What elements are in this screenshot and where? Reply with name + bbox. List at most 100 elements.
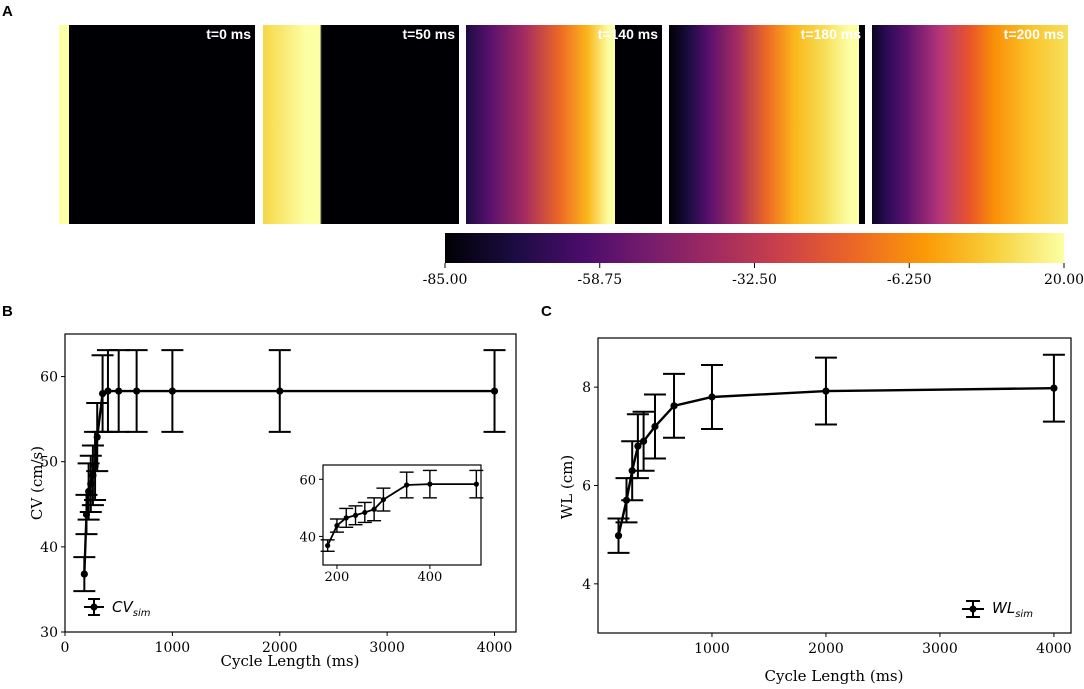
wl-y-label: WL (cm): [558, 455, 576, 519]
wl-legend: WLsim: [962, 599, 1033, 620]
cv-inset-ytick-label: 60: [299, 473, 316, 488]
wl-point: [1050, 384, 1058, 392]
snapshot-2: [466, 25, 662, 224]
cv-legend-label: CVsim: [112, 598, 151, 619]
cv-point: [91, 462, 99, 470]
cv-point: [93, 433, 101, 441]
cv-point: [104, 387, 112, 395]
cv-inset-xtick-label: 200: [325, 570, 350, 585]
cv-inset-marks: [320, 469, 484, 552]
cv-inset-point: [427, 481, 433, 487]
wl-point: [628, 467, 636, 475]
colorbar-tick-label: -6.250: [887, 272, 932, 288]
colorbar-tick-label: -58.75: [577, 272, 622, 288]
panel-a-letter: A: [2, 3, 13, 20]
cv-point: [87, 480, 95, 488]
cv-chart-ticks: 0 1000 2000 3000 4000 30 40 50 60: [40, 370, 512, 656]
cv-inset-point: [334, 522, 340, 529]
wl-point: [822, 387, 830, 395]
cv-ytick-label: 60: [40, 370, 58, 386]
cv-legend-marker: [90, 603, 98, 611]
wl-xtick-label: 2000: [808, 641, 844, 657]
cv-y-label: CV (cm/s): [28, 446, 46, 520]
wl-ytick-label: 8: [582, 380, 591, 396]
cv-point: [80, 570, 88, 578]
cv-point: [276, 387, 284, 395]
colorbar-tick-label: -85.00: [423, 272, 468, 288]
snapshot-label-2: t=140 ms: [598, 26, 659, 42]
panel-b-letter: B: [2, 303, 13, 320]
cv-inset-point: [371, 506, 377, 512]
snapshot-label-0: t=0 ms: [206, 26, 251, 42]
wl-point: [639, 437, 648, 445]
colorbar-ticks: -85.00 -58.75 -32.50 -6.250 20.00: [423, 263, 1084, 288]
wl-chart-ticks: 1000 2000 3000 4000 4 6 8: [582, 380, 1072, 657]
wl-xtick-label: 4000: [1036, 641, 1072, 657]
wl-point: [622, 496, 631, 504]
cv-inset-chart: 200 400 40 60: [299, 464, 484, 585]
snapshot-label-4: t=200 ms: [1004, 26, 1065, 42]
wl-legend-marker: [969, 605, 977, 613]
wl-xtick-label: 3000: [922, 641, 958, 657]
cv-inset-point: [362, 509, 368, 516]
cv-inset-point: [325, 542, 331, 549]
wl-legend-label: WLsim: [992, 599, 1033, 620]
cv-point: [115, 387, 123, 395]
cv-point: [133, 387, 141, 395]
snapshot-3: [669, 25, 865, 224]
cv-chart-frame: [64, 333, 517, 633]
cv-legend: CVsim: [84, 598, 151, 619]
cv-ytick-label: 50: [40, 455, 58, 471]
wl-point: [708, 393, 716, 401]
cv-inset-point: [404, 482, 410, 488]
cv-point: [85, 487, 93, 496]
cv-xtick-label: 1000: [155, 640, 191, 656]
wl-point: [651, 422, 659, 431]
snapshot-4: [872, 25, 1068, 224]
wl-point: [634, 442, 642, 450]
cv-inset-point: [343, 515, 349, 521]
cv-inset-point: [473, 481, 479, 487]
wl-x-label: Cycle Length (ms): [765, 667, 904, 685]
wl-chart: 1000 2000 3000 4000 4 6 8 Cycle Length (ms) WL…: [558, 337, 1072, 685]
snapshot-1: [263, 25, 459, 224]
cv-inset-xtick-label: 400: [417, 570, 442, 585]
snapshot-strip: t=0 ms t=50 ms t=140 ms t=180 ms t=200 ms: [59, 25, 1068, 224]
cv-point: [82, 510, 91, 519]
wl-chart-marks: [607, 353, 1065, 554]
cv-inset-point: [352, 512, 359, 518]
cv-inset-ticks: 200 400 40 60: [299, 473, 442, 585]
cv-chart: 0 1000 2000 3000 4000 30 40 50 60 Cycle Length (…: [28, 333, 517, 670]
cv-inset-point: [380, 496, 387, 503]
wl-ytick-label: 6: [582, 479, 591, 495]
wl-point: [614, 532, 623, 540]
cv-xtick-label: 4000: [477, 640, 513, 656]
cv-inset-frame: [322, 464, 482, 566]
snapshot-label-1: t=50 ms: [402, 26, 455, 42]
cv-ytick-label: 30: [40, 625, 58, 641]
colorbar: -85.00 -58.75 -32.50 -6.250 20.00: [423, 233, 1084, 288]
cv-point: [168, 387, 176, 395]
cv-chart-marks: [73, 349, 506, 593]
wl-ytick-label: 4: [582, 577, 591, 593]
wl-series-line: [617, 386, 1054, 536]
cv-inset-ytick-label: 40: [299, 530, 316, 545]
cv-ytick-label: 40: [40, 540, 58, 556]
cv-point: [490, 387, 499, 395]
cv-xtick-label: 3000: [369, 640, 405, 656]
cv-point: [98, 390, 107, 398]
cv-inset-series-line: [326, 483, 477, 546]
colorbar-tick-label: 20.00: [1044, 272, 1084, 288]
wl-xtick-label: 1000: [694, 641, 730, 657]
colorbar-tick-label: -32.50: [732, 272, 777, 288]
snapshot-0: [59, 25, 255, 224]
panel-c-letter: C: [541, 303, 552, 320]
cv-point: [89, 471, 97, 479]
cv-xtick-label: 2000: [262, 640, 298, 656]
wl-chart-frame: [597, 337, 1072, 634]
wl-point: [670, 402, 678, 410]
snapshot-label-3: t=180 ms: [801, 26, 862, 42]
colorbar-gradient: [445, 233, 1064, 263]
cv-xtick-label: 0: [61, 640, 70, 656]
